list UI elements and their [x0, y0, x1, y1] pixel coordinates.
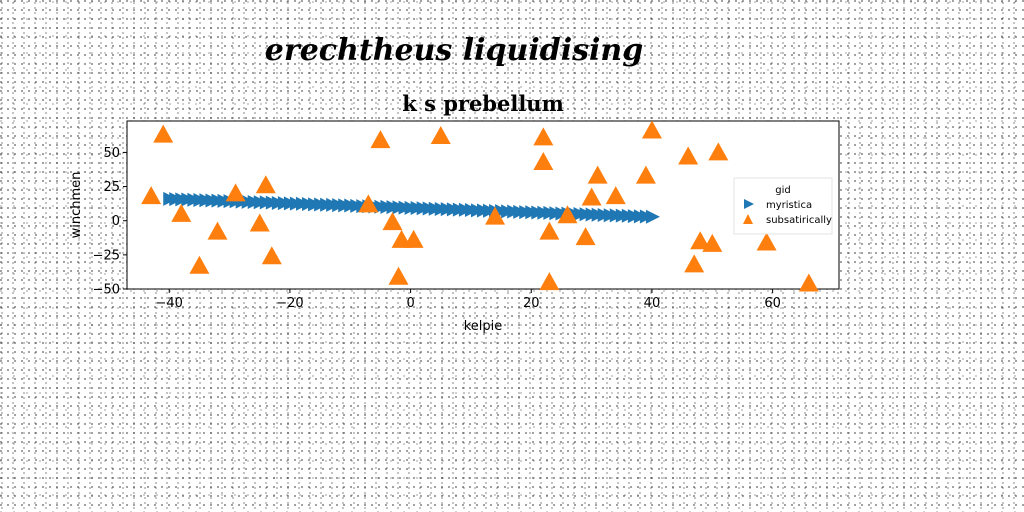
subsatirically-point	[587, 165, 608, 184]
y-tick-label: 25	[103, 180, 120, 195]
x-axis: −40 −20 0 20 40 60	[156, 289, 781, 311]
subsatirically-point	[581, 187, 602, 206]
subsatirically-point	[756, 232, 777, 251]
subsatirically-point	[605, 186, 626, 205]
legend-box	[733, 177, 833, 235]
subsatirically-point	[249, 213, 270, 232]
subsatirically-point	[225, 183, 246, 202]
chart-suptitle: erechtheus liquidising	[265, 33, 643, 68]
subsatirically-point	[702, 233, 723, 252]
x-tick-label: 40	[644, 296, 661, 311]
subsatirically-point	[255, 175, 276, 194]
y-tick-label: −25	[93, 248, 120, 263]
x-tick-label: 60	[764, 296, 781, 311]
legend-marker-myristica	[744, 199, 754, 209]
subsatirically-point	[690, 231, 711, 250]
x-tick-label: 0	[406, 296, 414, 311]
subsatirically-point	[798, 273, 819, 292]
subsatirically-point	[533, 127, 554, 146]
legend-label-myristica: myristica	[766, 200, 812, 211]
subsatirically-point	[557, 205, 578, 224]
series-myristica	[163, 191, 660, 224]
subsatirically-point	[430, 126, 451, 145]
subsatirically-point	[533, 151, 554, 170]
x-tick-label: −40	[156, 296, 183, 311]
subsatirically-point	[635, 165, 656, 184]
chart-title: k s prebellum	[402, 91, 564, 116]
subsatirically-point	[171, 203, 192, 222]
subsatirically-point	[539, 221, 560, 240]
subsatirically-point	[388, 266, 409, 285]
y-tick-label: 50	[103, 146, 120, 161]
y-axis: 50 25 0 −25 −50	[93, 146, 127, 298]
series-subsatirically	[141, 120, 819, 292]
x-tick-label: −20	[276, 296, 303, 311]
subsatirically-point	[370, 130, 391, 149]
subsatirically-point	[678, 146, 699, 165]
y-tick-label: −50	[93, 283, 120, 298]
x-tick-label: 20	[523, 296, 540, 311]
subsatirically-point	[358, 194, 379, 213]
subsatirically-point	[153, 124, 174, 143]
subsatirically-point	[261, 246, 282, 265]
subsatirically-point	[539, 272, 560, 291]
subsatirically-point	[189, 255, 210, 274]
subsatirically-point	[207, 221, 228, 240]
myristica-point	[645, 209, 660, 224]
subsatirically-point	[641, 120, 662, 139]
legend: gid myristica subsatirically	[733, 177, 833, 235]
subsatirically-point	[141, 186, 162, 205]
y-tick-label: 0	[112, 214, 120, 229]
subsatirically-point	[382, 212, 403, 231]
subsatirically-point	[485, 206, 506, 225]
y-axis-label: winchmen	[69, 172, 84, 239]
data-points	[141, 120, 819, 292]
legend-marker-subsatirically	[743, 214, 753, 224]
x-axis-label: kelpie	[464, 319, 503, 334]
subsatirically-point	[684, 254, 705, 273]
subsatirically-point	[403, 229, 424, 248]
legend-label-subsatirically: subsatirically	[766, 215, 832, 226]
legend-title: gid	[775, 185, 790, 196]
subsatirically-point	[708, 142, 729, 161]
subsatirically-point	[575, 227, 596, 246]
